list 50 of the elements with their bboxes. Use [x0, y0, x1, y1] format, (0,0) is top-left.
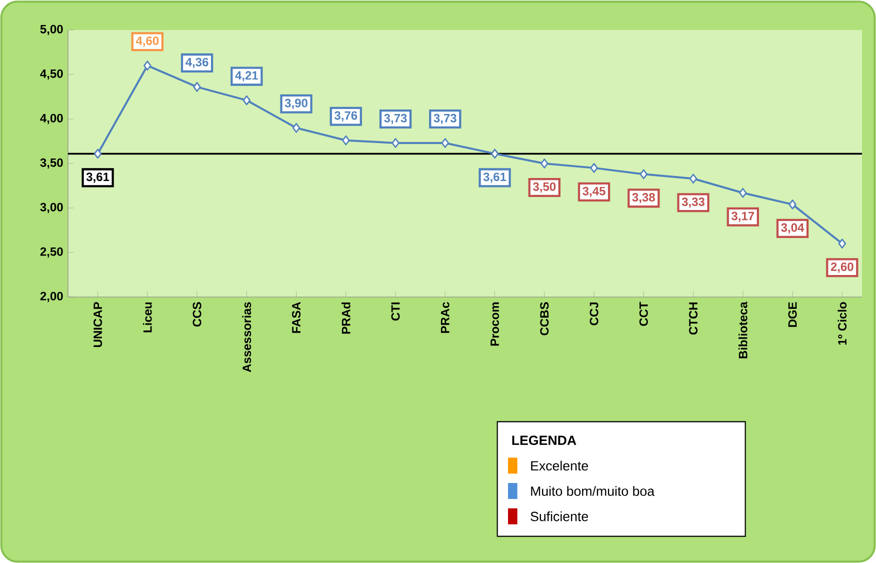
x-tick-label: Biblioteca: [738, 302, 748, 358]
x-tick-label: CCBS: [540, 302, 549, 336]
x-tick-label: Liceu: [142, 302, 152, 332]
y-tick-label: 4,50: [40, 69, 63, 80]
y-tick-label: 2,50: [40, 247, 63, 258]
data-label: 3,73: [384, 114, 407, 124]
x-tick-label: CTI: [391, 302, 400, 321]
data-label: 3,38: [632, 193, 655, 204]
y-tick-label: 3,50: [40, 158, 63, 169]
legend-title: LEGENDA: [512, 436, 576, 446]
data-label: 3,45: [582, 186, 606, 198]
point: [193, 82, 201, 92]
y-tick-label: 5,00: [40, 24, 63, 36]
text: Muito bom/muito boa: [531, 486, 655, 496]
data-label: 3,61: [86, 172, 110, 183]
data-label: 3,61: [483, 172, 506, 183]
x-tick-label: CCS: [192, 302, 202, 327]
y-tick-label: 2,00: [40, 292, 63, 302]
text: Suficiente: [530, 511, 588, 522]
x-tick-label: FASA: [292, 302, 301, 333]
data-label: 3,50: [532, 182, 556, 193]
x-tick-label: CTCH: [689, 302, 698, 335]
data-label: 3,76: [334, 111, 358, 122]
x-tick-label: CCT: [639, 302, 648, 326]
point: [441, 138, 450, 148]
data-label: 3,17: [731, 212, 754, 222]
x-tick-label: 1º Ciclo: [838, 302, 847, 345]
data-label: 4,21: [235, 71, 258, 82]
text: Excelente: [531, 460, 588, 471]
x-tick-label: UNICAP: [94, 302, 102, 347]
data-label: 3,33: [682, 197, 705, 208]
data-label: 4,36: [186, 58, 208, 68]
point: [342, 135, 350, 146]
data-label: 2,60: [830, 262, 854, 273]
x-tick-label: Procom: [490, 302, 499, 346]
x-tick-label: CCJ: [590, 302, 598, 326]
point: [490, 148, 499, 159]
x-tick-label: PRAd: [341, 302, 350, 334]
data-label: 4,60: [136, 36, 159, 47]
x-tick-label: Assessorias: [242, 302, 252, 372]
data-label: 3,04: [781, 223, 804, 234]
x-tick-label: PRAc: [440, 302, 450, 333]
y-tick-label: 4,00: [40, 114, 63, 124]
y-tick-label: 3,00: [40, 202, 63, 214]
point: [242, 95, 251, 106]
data-label: 3,90: [284, 98, 308, 110]
point: [292, 122, 300, 133]
data-label: 3,73: [434, 114, 456, 124]
x-tick-label: DGE: [788, 302, 797, 327]
point: [392, 138, 400, 148]
